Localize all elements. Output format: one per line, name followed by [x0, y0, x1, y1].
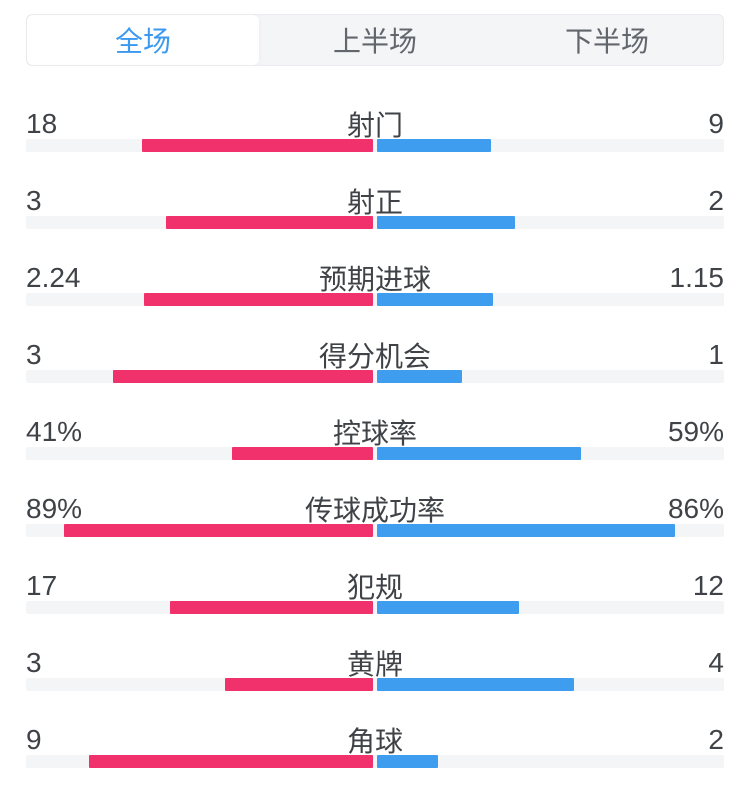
away-bar-fill — [377, 447, 581, 460]
bar-half-home — [26, 601, 375, 614]
stat-bar-track — [26, 216, 724, 229]
away-bar-fill — [377, 524, 676, 537]
home-bar-fill — [170, 601, 373, 614]
away-value: 1.15 — [669, 262, 725, 293]
bar-half-away — [375, 370, 724, 383]
stat-bar-track — [26, 293, 724, 306]
bar-half-home — [26, 139, 375, 152]
stat-label: 射门 — [346, 110, 403, 141]
bar-half-away — [375, 755, 724, 768]
home-value: 41% — [26, 416, 83, 447]
stats-list: 18 射门 9 3 射正 2 2.24 预期进球 1.15 3 得分机会 1 41% 控球率 59% 89% 传… — [0, 104, 750, 797]
bar-half-home — [26, 370, 375, 383]
home-bar-fill — [144, 293, 373, 306]
home-value: 2.24 — [26, 262, 81, 293]
away-value: 1 — [708, 339, 724, 370]
stat-label: 角球 — [346, 726, 403, 757]
stat-text-line: 3 射正 2 — [26, 181, 724, 218]
tab-full-match[interactable]: 全场 — [27, 15, 259, 65]
stat-label: 射正 — [346, 187, 403, 218]
bar-half-away — [375, 601, 724, 614]
stat-label: 传球成功率 — [304, 495, 445, 526]
home-value: 3 — [26, 339, 42, 370]
stat-text-line: 41% 控球率 59% — [26, 412, 724, 449]
stat-text-line: 89% 传球成功率 86% — [26, 489, 724, 526]
bar-half-away — [375, 139, 724, 152]
stat-bar-track — [26, 755, 724, 768]
bar-half-home — [26, 447, 375, 460]
away-value: 2 — [708, 185, 724, 216]
bar-half-home — [26, 524, 375, 537]
stat-row: 18 射门 9 — [0, 104, 750, 181]
home-value: 17 — [26, 570, 58, 601]
stat-text-line: 3 黄牌 4 — [26, 643, 724, 680]
away-bar-fill — [377, 755, 439, 768]
stat-text-line: 18 射门 9 — [26, 104, 724, 141]
bar-half-away — [375, 447, 724, 460]
away-value: 4 — [708, 647, 724, 678]
stat-row: 3 黄牌 4 — [0, 643, 750, 720]
away-bar-fill — [377, 293, 494, 306]
stat-text-line: 17 犯规 12 — [26, 566, 724, 603]
stat-row: 41% 控球率 59% — [0, 412, 750, 489]
stat-label: 黄牌 — [346, 649, 403, 680]
home-bar-fill — [225, 678, 373, 691]
away-bar-fill — [377, 678, 575, 691]
away-value: 9 — [708, 108, 724, 139]
bar-half-home — [26, 216, 375, 229]
stat-bar-track — [26, 601, 724, 614]
stat-row: 3 得分机会 1 — [0, 335, 750, 412]
away-value: 2 — [708, 724, 724, 755]
stat-text-line: 3 得分机会 1 — [26, 335, 724, 372]
away-bar-fill — [377, 216, 515, 229]
stat-row: 89% 传球成功率 86% — [0, 489, 750, 566]
home-value: 3 — [26, 185, 42, 216]
away-bar-fill — [377, 139, 492, 152]
stat-label: 控球率 — [332, 418, 417, 449]
stat-bar-track — [26, 524, 724, 537]
away-value: 59% — [667, 416, 724, 447]
home-bar-fill — [113, 370, 373, 383]
home-value: 3 — [26, 647, 42, 678]
bar-half-home — [26, 678, 375, 691]
home-bar-fill — [89, 755, 373, 768]
home-value: 89% — [26, 493, 83, 524]
tab-first-half[interactable]: 上半场 — [332, 26, 417, 57]
stat-row: 3 射正 2 — [0, 181, 750, 258]
away-value: 12 — [692, 570, 724, 601]
bar-half-away — [375, 524, 724, 537]
away-bar-fill — [377, 601, 520, 614]
home-bar-fill — [142, 139, 373, 152]
home-bar-fill — [64, 524, 373, 537]
home-value: 18 — [26, 108, 58, 139]
bar-half-away — [375, 678, 724, 691]
stat-label: 犯规 — [346, 572, 403, 603]
stat-bar-track — [26, 678, 724, 691]
stat-row: 2.24 预期进球 1.15 — [0, 258, 750, 335]
period-tabbar: 全场 上半场 下半场 — [26, 14, 724, 66]
stat-row: 9 角球 2 — [0, 720, 750, 797]
home-value: 9 — [26, 724, 42, 755]
stat-bar-track — [26, 370, 724, 383]
stat-text-line: 2.24 预期进球 1.15 — [26, 258, 724, 295]
away-value: 86% — [667, 493, 724, 524]
home-bar-fill — [165, 216, 373, 229]
bar-half-away — [375, 216, 724, 229]
stat-label: 得分机会 — [318, 341, 431, 372]
away-bar-fill — [377, 370, 463, 383]
stat-label: 预期进球 — [318, 264, 431, 295]
bar-half-home — [26, 755, 375, 768]
stat-bar-track — [26, 139, 724, 152]
stat-row: 17 犯规 12 — [0, 566, 750, 643]
stat-text-line: 9 角球 2 — [26, 720, 724, 757]
tab-second-half[interactable]: 下半场 — [564, 26, 649, 57]
bar-half-away — [375, 293, 724, 306]
bar-half-home — [26, 293, 375, 306]
home-bar-fill — [231, 447, 373, 460]
stat-bar-track — [26, 447, 724, 460]
